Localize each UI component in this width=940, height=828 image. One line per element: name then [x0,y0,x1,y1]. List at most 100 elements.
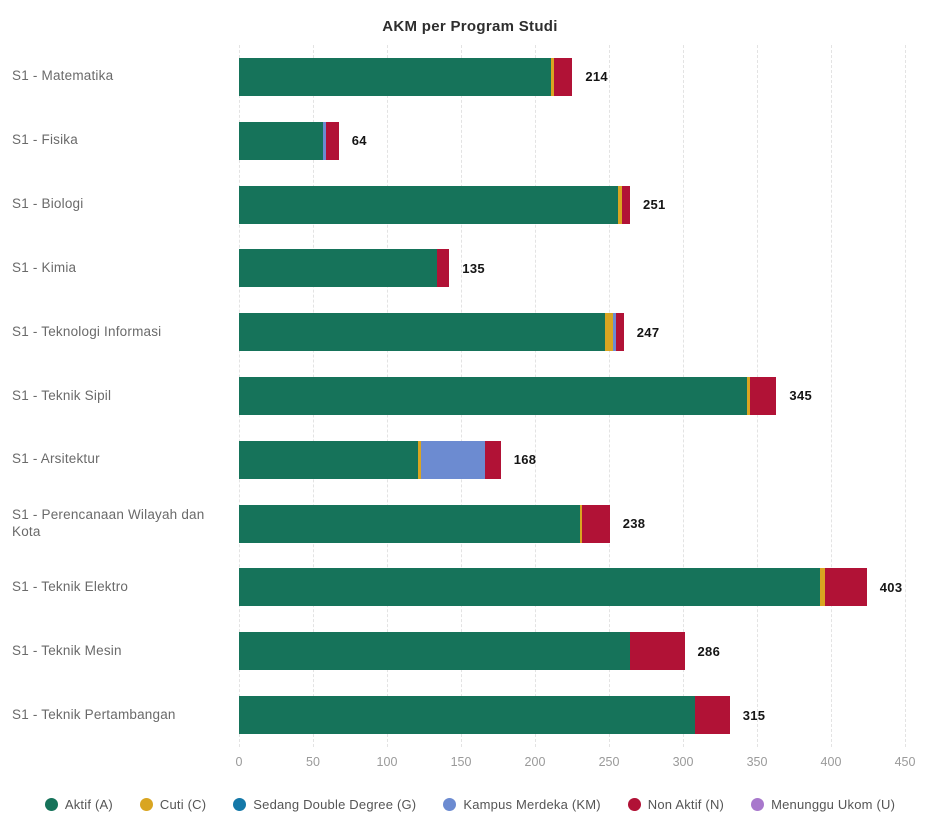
chart-rows: S1 - Matematika 214 S1 - Fisika 64 S1 - Biol… [0,45,940,747]
bar-segment-N[interactable] [629,632,685,671]
bar-segment-A[interactable] [239,696,696,735]
bar-segment-C[interactable] [820,568,825,607]
bar-segment-A[interactable] [239,249,437,288]
bar-track: 135 [239,236,940,300]
gridline [905,45,906,747]
bar-segment-KM[interactable] [323,121,327,160]
bar-segment-A[interactable] [239,376,747,415]
bar-segment-A[interactable] [239,440,419,479]
x-axis: 0 50 100 150 200 250 300 350 400 450 [235,755,916,773]
category-label: S1 - Matematika [12,68,114,84]
bar-segment-A[interactable] [239,504,581,543]
category-label: S1 - Arsitektur [12,451,100,467]
category-label: S1 - Teknologi Informasi [12,323,162,339]
bar-segment-KM[interactable] [612,313,616,352]
bar-segment-N[interactable] [436,249,450,288]
stacked-bar[interactable] [239,568,867,607]
legend-item-KM[interactable]: Kampus Merdeka (KM) [443,797,601,812]
x-tick-label: 350 [746,755,768,769]
bar-track: 286 [239,619,940,683]
x-tick-label: 100 [376,755,398,769]
chart-row: S1 - Perencanaan Wilayah dan Kota 238 [0,492,940,556]
stacked-bar[interactable] [239,504,610,543]
bar-segment-C[interactable] [418,440,422,479]
bar-segment-N[interactable] [326,121,339,160]
legend-item-U[interactable]: Menunggu Ukom (U) [751,797,895,812]
stacked-bar[interactable] [239,185,630,224]
bar-segment-N[interactable] [553,57,573,96]
bar-track: 251 [239,173,940,237]
bar-track: 168 [239,428,940,492]
chart-row: S1 - Fisika 64 [0,109,940,173]
stacked-bar[interactable] [239,696,730,735]
legend-label: Cuti (C) [159,797,207,812]
bar-segment-N[interactable] [615,313,624,352]
x-tick-label: 150 [450,755,472,769]
bar-segment-C[interactable] [746,376,750,415]
bar-segment-N[interactable] [749,376,777,415]
bar-segment-A[interactable] [239,313,606,352]
chart-row: S1 - Biologi 251 [0,173,940,237]
bar-segment-N[interactable] [485,440,501,479]
x-tick-label: 200 [524,755,546,769]
bar-segment-C[interactable] [617,185,623,224]
bar-segment-C[interactable] [605,313,613,352]
chart-row: S1 - Teknik Mesin 286 [0,619,940,683]
stacked-bar[interactable] [239,440,501,479]
stacked-bar[interactable] [239,249,450,288]
total-label: 315 [742,707,766,723]
chart-row: S1 - Teknik Sipil 345 [0,364,940,428]
gridline [830,45,832,747]
legend-color-dot [627,798,641,811]
chart-title: AKM per Program Studi [382,18,558,35]
bar-track: 214 [239,45,940,109]
bar-segment-C[interactable] [580,504,582,543]
bar-segment-A[interactable] [239,185,618,224]
bar-segment-N[interactable] [695,696,730,735]
legend-label: Non Aktif (N) [647,797,725,812]
legend-color-dot [443,798,457,811]
total-label: 403 [879,579,903,595]
bar-track: 345 [239,364,940,428]
category-label: S1 - Biologi [12,196,84,212]
stacked-bar[interactable] [239,632,685,671]
bar-segment-C[interactable] [550,57,554,96]
bar-segment-N[interactable] [824,568,867,607]
legend-item-N[interactable]: Non Aktif (N) [627,797,725,812]
bar-segment-N[interactable] [581,504,610,543]
legend-label: Menunggu Ukom (U) [771,797,896,812]
bar-segment-A[interactable] [239,632,630,671]
total-label: 345 [789,388,813,404]
x-tick-label: 250 [598,755,620,769]
stacked-bar[interactable] [239,57,573,96]
legend-color-dot [44,798,58,811]
x-tick-label: 50 [306,755,320,769]
stacked-bar[interactable] [239,376,777,415]
bar-segment-KM[interactable] [421,440,486,479]
bar-segment-A[interactable] [239,57,551,96]
legend-item-G[interactable]: Sedang Double Degree (G) [233,797,416,812]
stacked-bar[interactable] [239,313,624,352]
category-label: S1 - Teknik Mesin [12,642,122,658]
category-label: S1 - Perencanaan Wilayah dan Kota [12,506,205,539]
bar-segment-A[interactable] [239,568,821,607]
x-tick-label: 300 [672,755,694,769]
x-tick-label: 0 [235,755,243,769]
category-label: S1 - Teknik Sipil [12,387,112,403]
total-label: 135 [462,260,485,276]
legend-item-C[interactable]: Cuti (C) [139,797,207,812]
plot-area: S1 - Matematika 214 S1 - Fisika 64 S1 - Biol… [0,45,940,747]
stacked-bar[interactable] [239,121,339,160]
bar-track: 64 [239,109,940,173]
bar-track: 315 [239,683,940,747]
total-label: 64 [351,133,367,149]
total-label: 286 [697,643,721,659]
x-tick-label: 400 [820,755,842,769]
total-label: 168 [513,452,537,468]
category-label: S1 - Teknik Elektro [12,578,129,594]
total-label: 214 [585,69,608,85]
legend-color-dot [233,798,247,811]
bar-segment-A[interactable] [239,121,324,160]
bar-segment-N[interactable] [622,185,630,224]
legend-item-A[interactable]: Aktif (A) [44,797,113,812]
